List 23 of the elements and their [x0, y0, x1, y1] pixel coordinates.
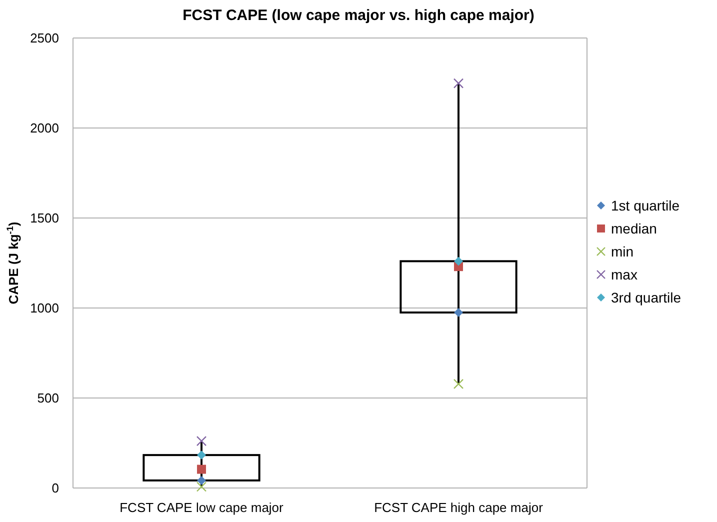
y-tick-label: 2000: [30, 120, 59, 136]
legend-label: median: [611, 220, 657, 236]
y-tick-label: 2500: [30, 30, 59, 46]
point: [453, 78, 464, 88]
legend-label: 1st quartile: [611, 197, 680, 214]
point: [197, 476, 206, 485]
y-tick-label: 1500: [30, 210, 59, 226]
y-tick-label: 0: [52, 480, 59, 496]
point: [453, 378, 464, 390]
point: [197, 450, 206, 460]
y-tick-label: 1000: [30, 300, 59, 316]
point: [454, 256, 463, 266]
y-tick-label: 500: [37, 390, 59, 406]
chart-title: FCST CAPE (low cape major vs. high cape major): [182, 7, 534, 24]
legend-label: min: [611, 243, 634, 260]
legend-label: 3rd quartile: [611, 289, 682, 306]
point: [196, 436, 207, 446]
x-tick-label: FCST CAPE high cape major: [374, 500, 544, 515]
legend-label: max: [611, 266, 638, 282]
point: [196, 482, 207, 492]
point: [197, 464, 206, 474]
point: [454, 308, 463, 317]
x-tick-label: FCST CAPE low cape major: [120, 500, 284, 515]
